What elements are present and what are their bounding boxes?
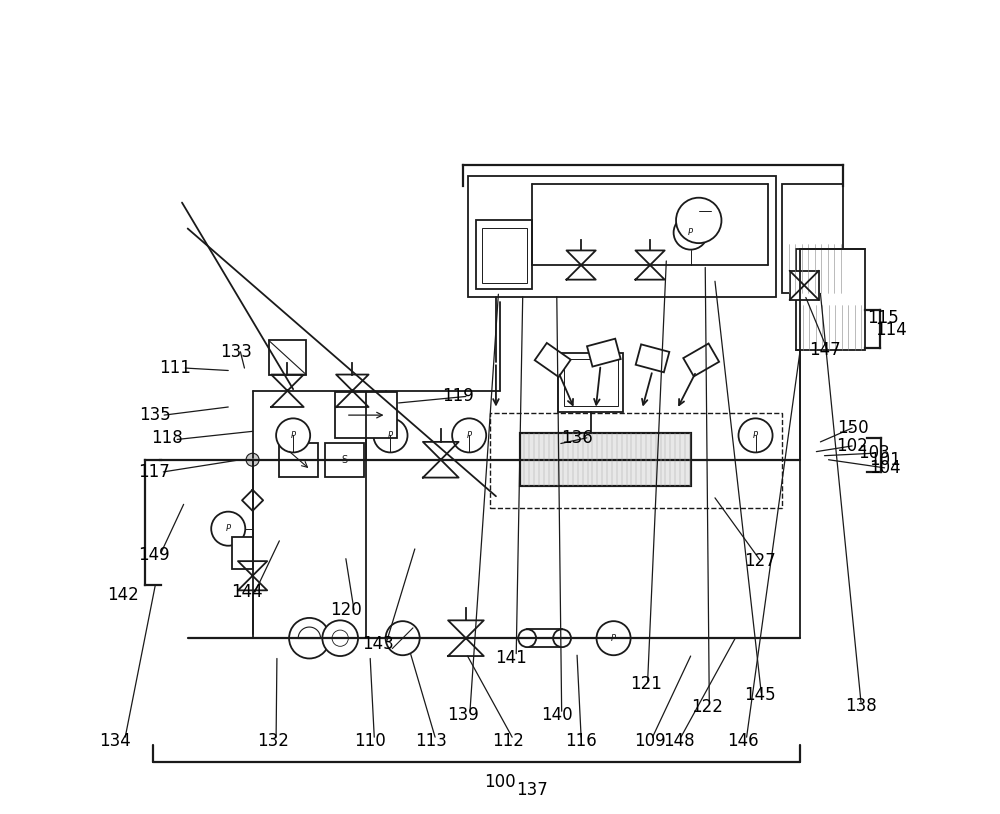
- Bar: [335, 392, 397, 438]
- Bar: [558, 353, 623, 412]
- Text: 133: 133: [220, 343, 252, 361]
- Circle shape: [676, 198, 721, 243]
- Text: 136: 136: [561, 429, 593, 447]
- Circle shape: [452, 418, 486, 453]
- Text: 145: 145: [744, 686, 775, 704]
- Circle shape: [674, 216, 708, 250]
- Text: 109: 109: [634, 733, 666, 751]
- Bar: [482, 228, 527, 283]
- Text: 104: 104: [869, 459, 900, 477]
- Text: 144: 144: [231, 583, 263, 601]
- Text: P: P: [291, 431, 296, 440]
- Text: P: P: [688, 228, 693, 237]
- Text: 143: 143: [362, 635, 394, 653]
- Circle shape: [373, 418, 408, 453]
- Text: 147: 147: [809, 341, 840, 359]
- Bar: [325, 443, 364, 477]
- Bar: [790, 271, 819, 300]
- Text: 115: 115: [867, 309, 899, 326]
- Text: P: P: [388, 431, 393, 440]
- Text: 102: 102: [836, 437, 868, 455]
- Text: 122: 122: [691, 698, 723, 716]
- Circle shape: [553, 629, 571, 647]
- Circle shape: [518, 629, 536, 647]
- Bar: [490, 413, 782, 509]
- Polygon shape: [683, 344, 719, 376]
- Text: P: P: [753, 431, 758, 440]
- Text: 120: 120: [330, 601, 362, 619]
- Polygon shape: [587, 339, 621, 366]
- Text: 112: 112: [492, 733, 524, 751]
- Bar: [476, 221, 532, 289]
- Bar: [468, 176, 776, 297]
- Text: 117: 117: [138, 463, 169, 481]
- Text: 132: 132: [257, 733, 289, 751]
- Text: 113: 113: [415, 733, 447, 751]
- Text: 141: 141: [495, 650, 527, 667]
- Circle shape: [211, 512, 245, 545]
- Text: 111: 111: [160, 359, 191, 377]
- Text: 118: 118: [152, 429, 183, 447]
- Bar: [796, 249, 865, 350]
- Text: 101: 101: [869, 451, 900, 469]
- Text: 137: 137: [517, 781, 548, 799]
- Circle shape: [386, 621, 420, 655]
- Bar: [520, 433, 691, 486]
- Text: 114: 114: [875, 321, 907, 339]
- Text: 116: 116: [565, 733, 597, 751]
- Text: 135: 135: [139, 406, 171, 424]
- Bar: [269, 340, 306, 374]
- Circle shape: [276, 418, 310, 453]
- Text: 103: 103: [858, 444, 890, 462]
- Text: P: P: [467, 431, 472, 440]
- Text: 127: 127: [744, 552, 775, 570]
- Circle shape: [246, 453, 259, 466]
- Text: 119: 119: [442, 387, 474, 405]
- Text: 148: 148: [663, 733, 694, 751]
- Text: 149: 149: [138, 545, 169, 563]
- Text: 121: 121: [630, 676, 662, 694]
- Text: 100: 100: [484, 772, 516, 790]
- Circle shape: [332, 630, 348, 646]
- Circle shape: [289, 618, 330, 659]
- Circle shape: [738, 418, 773, 453]
- Circle shape: [597, 621, 631, 655]
- Polygon shape: [636, 344, 669, 372]
- Bar: [564, 359, 618, 406]
- Text: 150: 150: [837, 419, 869, 437]
- Text: 139: 139: [447, 707, 479, 724]
- Text: 146: 146: [728, 733, 759, 751]
- Circle shape: [322, 620, 358, 656]
- Text: 134: 134: [99, 733, 131, 751]
- Bar: [232, 536, 253, 569]
- Bar: [782, 184, 843, 293]
- Text: P: P: [611, 633, 616, 643]
- Text: 142: 142: [107, 586, 139, 604]
- Polygon shape: [535, 343, 571, 377]
- Text: 110: 110: [354, 733, 386, 751]
- Text: P: P: [226, 524, 231, 533]
- Text: 138: 138: [845, 697, 877, 715]
- Bar: [527, 629, 562, 647]
- Bar: [279, 443, 318, 477]
- Text: S: S: [341, 455, 347, 465]
- Bar: [520, 433, 691, 486]
- Text: 140: 140: [541, 707, 573, 724]
